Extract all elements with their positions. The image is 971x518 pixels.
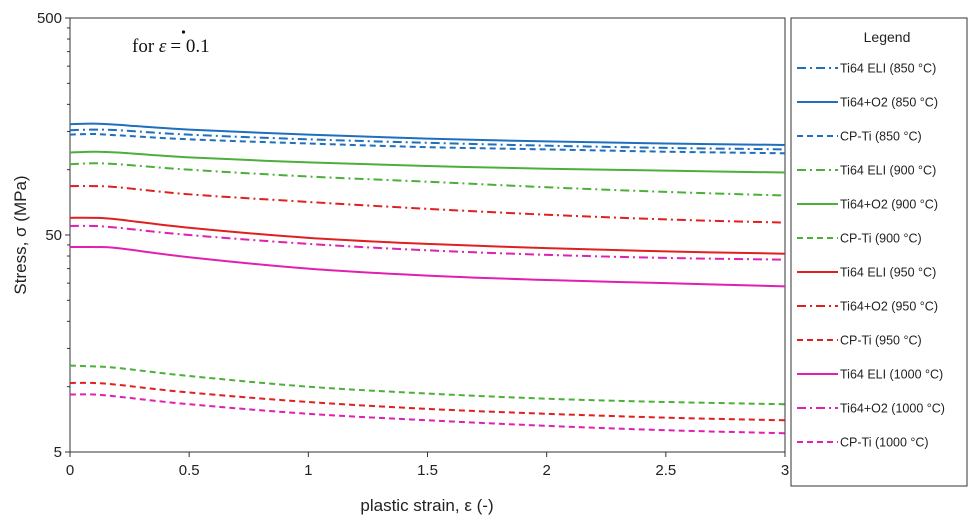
legend-label-ti64-o2-900-c: Ti64+O2 (900 °C) (840, 198, 938, 212)
x-axis-title: plastic strain, ε (-) (360, 496, 493, 515)
x-tick-label: 2 (542, 462, 550, 479)
y-tick-label: 5 (54, 444, 62, 461)
legend-label-ti64-o2-850-c: Ti64+O2 (850 °C) (840, 96, 938, 110)
series-line-cp-ti-900-c (69, 364, 786, 406)
axis-ticks: 0 0.5 1 1.5 2 2.5 3 5 50 500 (37, 10, 789, 479)
y-axis-title: Stress, σ (MPa) (11, 175, 30, 294)
legend-label-ti64-eli-850-c: Ti64 ELI (850 °C) (840, 62, 936, 76)
x-tick-label: 1.5 (417, 462, 438, 479)
series-line-ti64-eli-1000-c (69, 245, 786, 288)
series-line-ti64-eli-850-c (69, 128, 786, 151)
legend-label-ti64-o2-950-c: Ti64+O2 (950 °C) (840, 300, 938, 314)
legend-label-cp-ti-900-c: CP-Ti (900 °C) (840, 232, 922, 246)
series-line-cp-ti-850-c (69, 133, 786, 155)
legend-label-cp-ti-1000-c: CP-Ti (1000 °C) (840, 436, 929, 450)
series-line-cp-ti-950-c (69, 381, 786, 422)
x-tick-label: 2.5 (655, 462, 676, 479)
legend-label-ti64-eli-900-c: Ti64 ELI (900 °C) (840, 164, 936, 178)
strain-rate-dot (181, 30, 186, 34)
series-line-ti64-o2-950-c (69, 185, 786, 224)
x-tick-label: 0.5 (179, 462, 200, 479)
annotation-prefix: for (132, 36, 159, 57)
legend: Ti64 ELI (850 °C) Ti64+O2 (850 °C) CP-Ti (… (797, 62, 945, 450)
y-tick-label: 500 (37, 10, 62, 27)
annotation-symbol: ε (159, 36, 167, 57)
legend-title: Legend (864, 29, 911, 45)
series-line-ti64-eli-900-c (69, 162, 786, 197)
series-lines (69, 122, 786, 435)
series-line-ti64-o2-850-c (69, 122, 786, 146)
legend-box (790, 17, 968, 487)
legend-label-ti64-o2-1000-c: Ti64+O2 (1000 °C) (840, 402, 945, 416)
rate-annotation: for ε = 0.1 (132, 36, 210, 57)
x-tick-label: 0 (66, 462, 74, 479)
legend-label-cp-ti-850-c: CP-Ti (850 °C) (840, 130, 922, 144)
x-tick-label: 1 (304, 462, 312, 479)
annotation-value: = 0.1 (170, 36, 209, 57)
y-tick-label: 50 (45, 227, 62, 244)
series-line-cp-ti-1000-c (69, 393, 786, 435)
series-line-ti64-o2-1000-c (69, 224, 786, 261)
series-line-ti64-o2-900-c (69, 150, 786, 174)
series-line-ti64-eli-950-c (69, 216, 786, 255)
x-tick-label: 3 (781, 462, 789, 479)
legend-label-ti64-eli-1000-c: Ti64 ELI (1000 °C) (840, 368, 943, 382)
legend-label-ti64-eli-950-c: Ti64 ELI (950 °C) (840, 266, 936, 280)
legend-label-cp-ti-950-c: CP-Ti (950 °C) (840, 334, 922, 348)
plot-frame (69, 17, 786, 453)
